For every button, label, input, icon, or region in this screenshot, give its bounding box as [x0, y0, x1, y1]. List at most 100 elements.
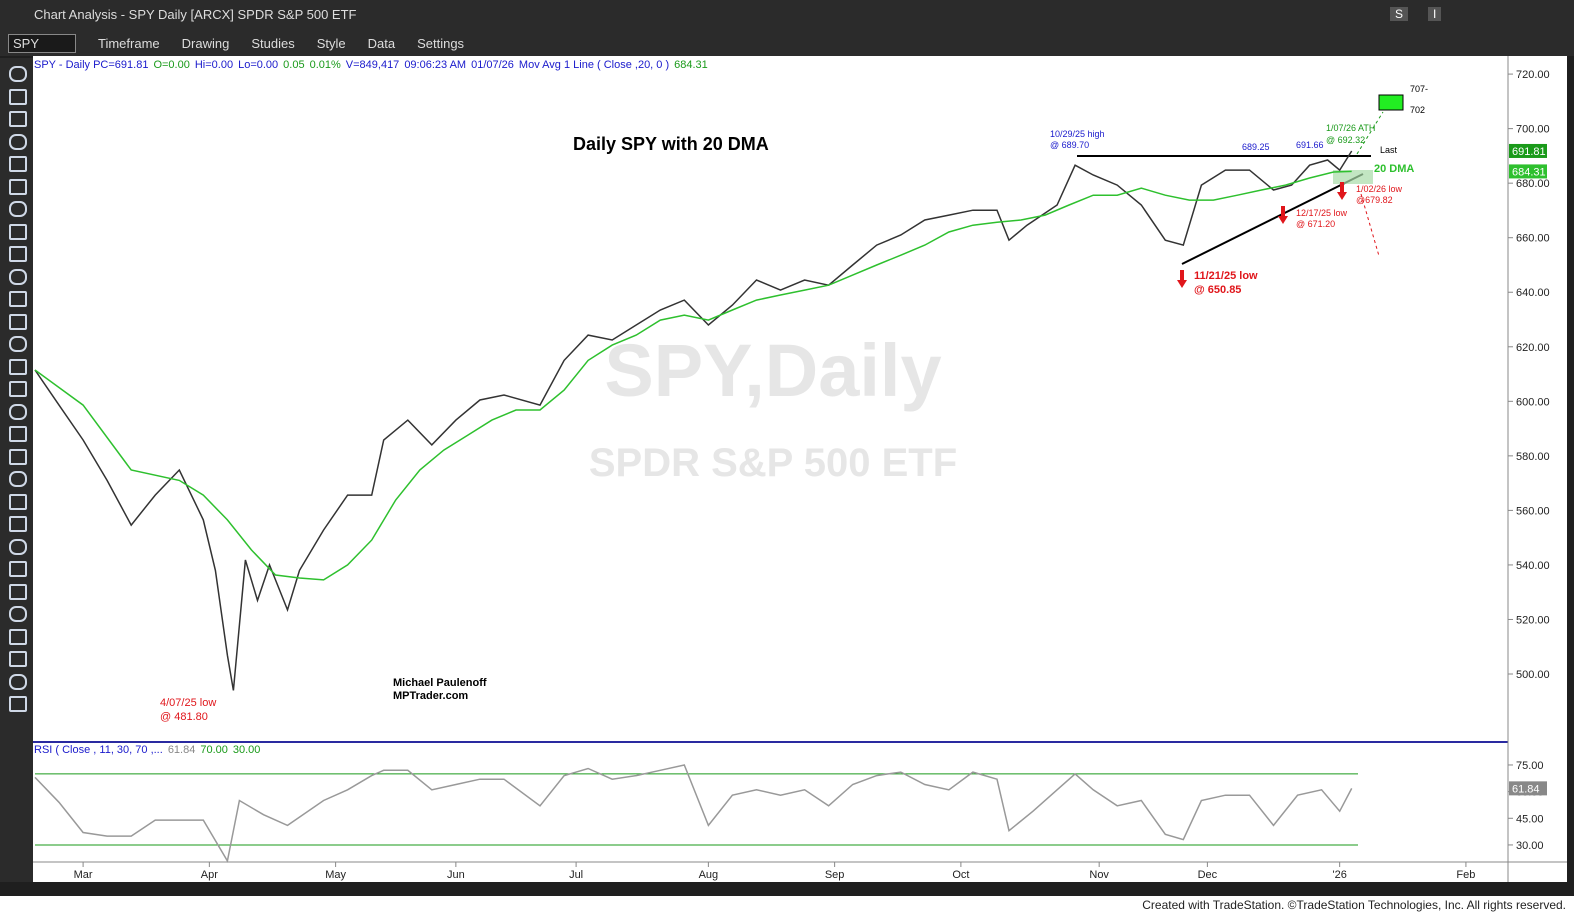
header-field: Lo=0.00: [238, 59, 279, 71]
s-button[interactable]: S: [1390, 7, 1409, 21]
y-tick-label: 620.00: [1516, 342, 1550, 354]
toolbar-item[interactable]: Studies: [251, 35, 295, 51]
drawing-tools: [0, 58, 33, 882]
x-tick-label: Oct: [952, 869, 969, 881]
tool-icon[interactable]: [9, 696, 27, 712]
tool-icon[interactable]: [9, 268, 27, 285]
x-tick-label: Feb: [1456, 869, 1475, 881]
tool-icon[interactable]: [9, 178, 27, 195]
watermark: SPY,Daily: [604, 329, 941, 412]
tool-icon[interactable]: [9, 651, 27, 667]
last-value-box: [1509, 781, 1547, 796]
y-tick-label: 700.00: [1516, 124, 1550, 136]
y-tick-label: 600.00: [1516, 396, 1550, 408]
tool-icon[interactable]: [9, 156, 27, 172]
tool-icon[interactable]: [9, 223, 27, 240]
y-tick-label: 660.00: [1516, 233, 1550, 245]
projection: [1356, 111, 1384, 155]
last-value-label: 684.31: [1512, 166, 1546, 178]
series-line: [34, 150, 1353, 691]
chart: SPY,Daily SPDR S&P 500 ETF Daily SPY wit…: [33, 56, 1567, 882]
tool-icon[interactable]: [9, 133, 27, 150]
tool-icon[interactable]: [9, 88, 27, 105]
x-tick-label: Dec: [1198, 869, 1218, 881]
tool-icon[interactable]: [9, 336, 27, 352]
tool-icon[interactable]: [9, 448, 27, 465]
chart-bg: [33, 56, 1567, 882]
tool-icon[interactable]: [9, 561, 27, 577]
symbol-box[interactable]: SPY: [8, 33, 76, 53]
y-tick-label: 540.00: [1516, 560, 1550, 572]
tool-icon[interactable]: [9, 426, 27, 442]
annotation: 1/07/26 ATH: [1326, 123, 1375, 133]
tool-icon[interactable]: [9, 358, 27, 375]
tool-icon[interactable]: [9, 66, 27, 82]
header-field: Hi=0.00: [194, 59, 234, 71]
annotation: 691.66: [1296, 140, 1324, 150]
toolbar-item[interactable]: Timeframe: [98, 35, 160, 51]
tool-icon[interactable]: [9, 291, 27, 307]
x-tick-label: Sep: [825, 869, 845, 881]
tool-icon[interactable]: [9, 673, 27, 690]
annotation: 689.25: [1242, 142, 1270, 152]
y-tick-label: 560.00: [1516, 505, 1550, 517]
x-tick-label: Nov: [1089, 869, 1109, 881]
annotation: 4/07/25 low: [160, 697, 216, 709]
tool-icon[interactable]: [9, 516, 27, 532]
x-tick-label: May: [325, 869, 346, 881]
y-tick-label: 30.00: [1516, 840, 1544, 852]
annotation: @ 692.32: [1326, 135, 1365, 145]
annotation: 702: [1410, 105, 1425, 115]
tool-icon[interactable]: [9, 606, 27, 622]
x-tick-label: Jul: [569, 869, 583, 881]
x-tick-label: Aug: [699, 869, 719, 881]
x-tick-label: Apr: [201, 869, 218, 881]
y-tick-label: 720.00: [1516, 69, 1550, 81]
header-field: Mov Avg 1 Line ( Close ,20, 0 ): [518, 59, 670, 71]
tool-icon[interactable]: [9, 583, 27, 600]
header-field: 01/07/26: [471, 59, 514, 71]
annotation: @ 481.80: [160, 711, 208, 723]
tool-icon[interactable]: [9, 381, 27, 397]
tool-icon[interactable]: [9, 201, 27, 217]
tool-icon[interactable]: [9, 471, 27, 487]
y-tick-label: 500.00: [1516, 669, 1550, 681]
toolbar: SPY Timeframe Drawing Studies Style Data…: [0, 30, 1574, 56]
header-field: O=0.00: [153, 59, 190, 71]
toolbar-item[interactable]: Data: [367, 35, 396, 51]
tool-icon[interactable]: [9, 538, 27, 555]
y-tick-label: 520.00: [1516, 614, 1550, 626]
y-tick-label: 640.00: [1516, 287, 1550, 299]
i-button[interactable]: I: [1428, 7, 1442, 21]
annotation: 12/17/25 low: [1296, 208, 1348, 218]
projection: [1360, 193, 1380, 257]
toolbar-item[interactable]: Style: [316, 35, 346, 51]
x-tick-label: '26: [1332, 869, 1346, 881]
annotation: 10/29/25 high: [1050, 129, 1105, 139]
tool-icon[interactable]: [9, 403, 27, 420]
header-field: 684.31: [674, 59, 708, 71]
last-value-label: 61.84: [1512, 783, 1540, 795]
annotation: @ 650.85: [1194, 284, 1241, 296]
target-box: [1378, 94, 1404, 111]
toolbar-item[interactable]: Drawing: [181, 35, 230, 51]
toolbar-item[interactable]: Settings: [417, 35, 465, 51]
last-value-box: [1509, 143, 1547, 158]
tool-icon[interactable]: [9, 628, 27, 645]
tool-icon[interactable]: [9, 111, 27, 127]
zone: [1333, 170, 1373, 184]
status-bar: Created with TradeStation. ©TradeStation…: [0, 896, 1574, 914]
annotation: @679.82: [1356, 195, 1393, 205]
last-value-label: 691.81: [1512, 146, 1546, 158]
y-tick-label: 75.00: [1516, 760, 1544, 772]
rsi-field: 61.84: [167, 744, 196, 756]
rsi-field: RSI ( Close , 11, 30, 70 ,...: [34, 744, 163, 756]
tool-icon[interactable]: [9, 493, 27, 510]
rsi-field: 30.00: [232, 744, 261, 756]
tool-icon[interactable]: [9, 313, 27, 330]
x-tick-label: Jun: [447, 869, 465, 881]
annotation: @ 689.70: [1050, 140, 1089, 150]
tool-icon[interactable]: [9, 246, 27, 262]
annotation: 707-: [1410, 84, 1428, 94]
support-line: [1181, 173, 1364, 265]
